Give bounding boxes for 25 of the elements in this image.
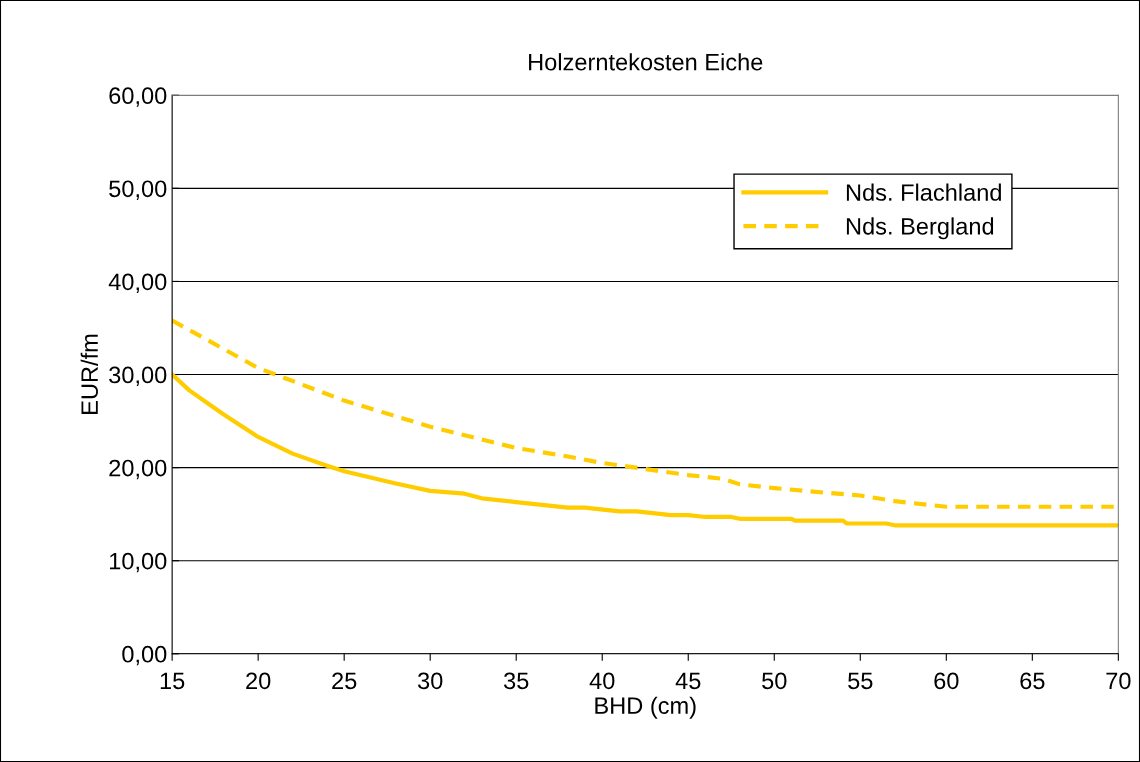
x-tick-label: 25 (332, 672, 357, 690)
line-series (172, 372, 1119, 528)
y-tick-label: 0,00 (122, 645, 167, 666)
y-tick-label: 30,00 (109, 366, 167, 387)
x-tick-label: 30 (417, 672, 443, 690)
y-axis-title: EUR/fm (80, 334, 98, 414)
x-axis-title: BHD (cm) (595, 696, 696, 719)
x-tick-label: 55 (848, 672, 873, 690)
y-tick-label: 50,00 (109, 180, 167, 200)
legend-label: Nds. Bergland (846, 217, 994, 240)
x-tick-label: 20 (246, 672, 271, 690)
x-tick-label: 60 (934, 672, 959, 690)
y-tick-label: 40,00 (108, 273, 167, 294)
y-tick-label: 10,00 (110, 552, 167, 573)
x-tick-label: 65 (1020, 672, 1045, 690)
x-tick-label: 45 (675, 672, 701, 690)
y-tick-label: 20,00 (109, 459, 167, 480)
x-tick-label: 15 (160, 672, 185, 690)
x-tick-label: 70 (1106, 672, 1131, 690)
y-tick-label: 60,00 (109, 87, 167, 107)
x-tick-label: 40 (589, 672, 615, 690)
x-tick-label: 50 (762, 672, 787, 690)
chart-title: Holzerntekosten Eiche (529, 53, 763, 71)
legend-label: Nds. Flachland (846, 183, 1001, 201)
x-tick-label: 35 (503, 672, 529, 690)
